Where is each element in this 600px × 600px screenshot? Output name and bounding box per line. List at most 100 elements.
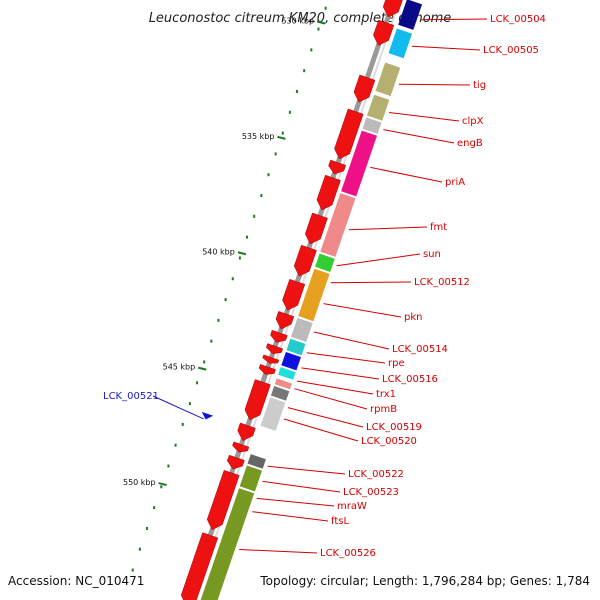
gene-label-lck_00523[interactable]: LCK_00523 <box>343 487 399 498</box>
cog-box-lck_00512 <box>315 253 335 272</box>
gene-label-lck_00521[interactable]: LCK_00521 <box>103 391 159 402</box>
cog-box-rpmb <box>274 378 292 390</box>
kbp-major-tick <box>237 251 247 256</box>
gene-label-lck_00519[interactable]: LCK_00519 <box>366 422 422 433</box>
kbp-minor-tick <box>238 256 241 260</box>
leader-line <box>420 18 488 21</box>
cog-box-lck_00514 <box>291 317 313 342</box>
kbp-major-tick <box>158 482 167 487</box>
gene-label-pria[interactable]: priA <box>445 177 465 188</box>
leader-line <box>296 380 374 395</box>
leader-line <box>262 480 341 493</box>
cog-box-lck_00522 <box>247 454 266 469</box>
kbp-minor-tick <box>296 89 299 93</box>
kbp-minor-tick <box>303 69 306 73</box>
cog-box-rpe <box>286 338 306 356</box>
cog-box-lck_00516 <box>281 352 301 371</box>
cds-arrow <box>334 108 364 160</box>
kbp-minor-tick <box>160 485 163 489</box>
gene-label-lck_00514[interactable]: LCK_00514 <box>392 344 448 355</box>
cog-box-lck_00519 <box>270 386 290 401</box>
kbp-major-tick <box>316 20 326 25</box>
gene-label-lck_00504[interactable]: LCK_00504 <box>490 14 546 25</box>
gene-label-pkn[interactable]: pkn <box>404 312 422 323</box>
kbp-minor-tick <box>281 131 284 135</box>
gene-label-ftsl[interactable]: ftsL <box>331 516 349 527</box>
gene-label-rpmb[interactable]: rpmB <box>370 404 397 415</box>
leader-line <box>323 303 402 318</box>
cog-box-lck_00504 <box>398 0 423 30</box>
kbp-minor-tick <box>174 443 177 447</box>
leader-line <box>370 166 443 183</box>
cds-arrow <box>262 354 280 364</box>
kbp-label: 535 kbp <box>242 132 275 141</box>
kbp-minor-tick <box>138 547 141 551</box>
gene-label-lck_00505[interactable]: LCK_00505 <box>483 45 539 56</box>
map-title: Leuconostoc citreum KM20, complete genom… <box>149 11 452 26</box>
gene-label-sun[interactable]: sun <box>423 249 441 260</box>
leader-line <box>336 253 421 267</box>
cog-box-lck_00505 <box>388 28 412 59</box>
leader-line <box>306 352 386 364</box>
leader-line <box>287 407 364 428</box>
cog-box-pria <box>341 130 377 197</box>
cog-box-mraw <box>200 488 255 600</box>
leader-line <box>348 226 428 231</box>
leader-line <box>301 367 380 380</box>
cds-arrow <box>258 364 276 375</box>
leader-line <box>330 281 412 284</box>
kbp-minor-tick <box>253 214 256 218</box>
kbp-minor-tick <box>260 194 263 198</box>
cds-arrow <box>293 244 317 277</box>
gene-label-lck_00512[interactable]: LCK_00512 <box>414 277 470 288</box>
cds-arrow <box>305 212 328 245</box>
kbp-minor-tick <box>288 110 291 114</box>
kbp-minor-tick <box>196 381 199 385</box>
cds-arrow <box>353 74 376 103</box>
gene-label-fmt[interactable]: fmt <box>430 222 447 233</box>
kbp-minor-tick <box>274 152 277 156</box>
leader-line <box>283 418 359 442</box>
cds-arrow <box>244 379 271 421</box>
leader-line <box>411 45 481 51</box>
leader-line <box>252 511 329 522</box>
kbp-minor-tick <box>146 526 149 530</box>
cog-box-pkn <box>298 268 330 322</box>
gene-label-clpx[interactable]: clpX <box>462 116 484 127</box>
reverse-cds-arrow <box>201 411 214 420</box>
cds-arrow <box>373 19 395 46</box>
cog-color-track <box>200 0 423 600</box>
gene-label-tig[interactable]: tig <box>473 80 486 91</box>
gene-label-rpe[interactable]: rpe <box>388 358 405 369</box>
kbp-label: 545 kbp <box>163 363 196 372</box>
gene-label-lck_00520[interactable]: LCK_00520 <box>361 436 417 447</box>
label-leader-lines <box>152 18 488 554</box>
gene-label-engb[interactable]: engB <box>457 138 483 149</box>
cds-arrow <box>282 278 306 311</box>
kbp-label: 540 kbp <box>202 247 235 256</box>
leader-line <box>267 465 346 475</box>
gene-label-lck_00522[interactable]: LCK_00522 <box>348 469 404 480</box>
cog-box-fmt <box>320 193 356 257</box>
kbp-minor-tick <box>153 506 156 510</box>
kbp-minor-tick <box>317 27 320 31</box>
kbp-minor-tick <box>203 360 206 364</box>
cds-arrow <box>232 441 250 453</box>
cds-arrow <box>316 174 341 211</box>
cds-arrow <box>382 0 403 18</box>
kbp-minor-tick <box>181 422 184 426</box>
cog-box-engb <box>362 117 382 134</box>
kbp-major-tick <box>277 135 286 140</box>
accession-text: Accession: NC_010471 <box>8 574 144 588</box>
leader-line <box>152 395 204 420</box>
gene-label-trx1[interactable]: trx1 <box>376 389 396 400</box>
kbp-minor-tick <box>188 402 191 406</box>
gene-label-lck_00516[interactable]: LCK_00516 <box>382 374 438 385</box>
kbp-minor-tick <box>217 318 220 322</box>
kbp-minor-tick <box>210 339 213 343</box>
gene-label-lck_00526[interactable]: LCK_00526 <box>320 548 376 559</box>
kbp-minor-tick <box>231 277 234 281</box>
cog-box-lck_00523 <box>239 465 262 492</box>
gene-label-mraw[interactable]: mraW <box>337 501 367 512</box>
cds-arrow <box>206 469 240 531</box>
